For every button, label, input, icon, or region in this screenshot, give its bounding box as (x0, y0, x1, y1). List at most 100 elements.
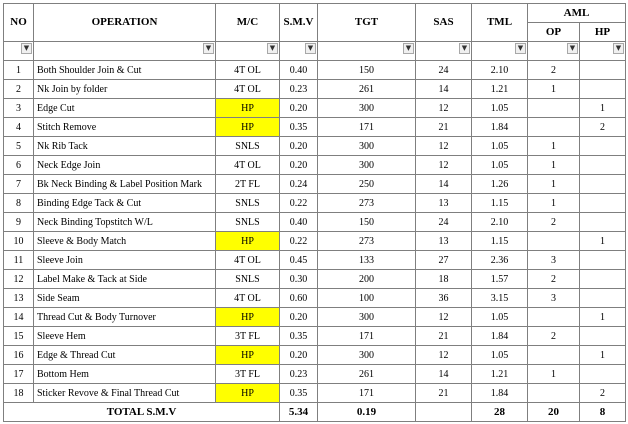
cell-operation[interactable]: Both Shoulder Join & Cut (33, 60, 216, 80)
col-header-op[interactable]: OP (527, 22, 580, 42)
cell-smv[interactable]: 0.20 (279, 307, 318, 327)
cell-operation[interactable]: Label Make & Tack at Side (33, 269, 216, 289)
cell-op[interactable]: 1 (527, 155, 580, 175)
cell-tgt[interactable]: 100 (317, 288, 416, 308)
col-header-hp[interactable]: HP (579, 22, 626, 42)
cell-tml[interactable]: 1.57 (471, 269, 528, 289)
cell-op[interactable]: 1 (527, 136, 580, 156)
cell-sas[interactable]: 12 (415, 345, 472, 365)
cell-operation[interactable]: Nk Join by folder (33, 79, 216, 99)
cell-no[interactable]: 4 (3, 117, 34, 137)
cell-smv[interactable]: 0.40 (279, 60, 318, 80)
cell-operation[interactable]: Thread Cut & Body Turnover (33, 307, 216, 327)
cell-tml[interactable]: 1.21 (471, 364, 528, 384)
dropdown-arrow-icon[interactable]: ▼ (203, 43, 214, 54)
dropdown-arrow-icon[interactable]: ▼ (267, 43, 278, 54)
dropdown-arrow-icon[interactable]: ▼ (567, 43, 578, 54)
cell-mc[interactable]: HP (215, 231, 280, 251)
cell-no[interactable]: 10 (3, 231, 34, 251)
cell-hp[interactable] (579, 250, 626, 270)
cell-tml[interactable]: 1.05 (471, 155, 528, 175)
cell-smv[interactable]: 0.22 (279, 231, 318, 251)
cell-hp[interactable] (579, 326, 626, 346)
cell-op[interactable] (527, 307, 580, 327)
cell-smv[interactable]: 0.20 (279, 155, 318, 175)
cell-hp[interactable] (579, 79, 626, 99)
cell-no[interactable]: 5 (3, 136, 34, 156)
total-tml[interactable]: 28 (471, 402, 528, 422)
cell-operation[interactable]: Sticker Revove & Final Thread Cut (33, 383, 216, 403)
cell-hp[interactable] (579, 212, 626, 232)
cell-hp[interactable] (579, 193, 626, 213)
cell-smv[interactable]: 0.35 (279, 117, 318, 137)
cell-hp[interactable] (579, 288, 626, 308)
cell-sas[interactable]: 27 (415, 250, 472, 270)
cell-no[interactable]: 9 (3, 212, 34, 232)
cell-tgt[interactable]: 133 (317, 250, 416, 270)
cell-tml[interactable]: 1.05 (471, 136, 528, 156)
cell-op[interactable]: 3 (527, 288, 580, 308)
cell-operation[interactable]: Bottom Hem (33, 364, 216, 384)
cell-hp[interactable] (579, 269, 626, 289)
cell-sas[interactable]: 21 (415, 383, 472, 403)
cell-no[interactable]: 7 (3, 174, 34, 194)
cell-tgt[interactable]: 200 (317, 269, 416, 289)
cell-tgt[interactable]: 300 (317, 136, 416, 156)
col-header-mc[interactable]: M/C (215, 3, 280, 42)
cell-tgt[interactable]: 273 (317, 231, 416, 251)
dropdown-arrow-icon[interactable]: ▼ (459, 43, 470, 54)
cell-mc[interactable]: 3T FL (215, 326, 280, 346)
cell-mc[interactable]: HP (215, 383, 280, 403)
total-smv[interactable]: 5.34 (279, 402, 318, 422)
cell-operation[interactable]: Sleeve Hem (33, 326, 216, 346)
cell-sas[interactable]: 24 (415, 212, 472, 232)
cell-tml[interactable]: 2.36 (471, 250, 528, 270)
cell-smv[interactable]: 0.23 (279, 364, 318, 384)
cell-mc[interactable]: SNLS (215, 193, 280, 213)
dropdown-arrow-icon[interactable]: ▼ (305, 43, 316, 54)
cell-sas[interactable]: 12 (415, 98, 472, 118)
cell-smv[interactable]: 0.45 (279, 250, 318, 270)
cell-mc[interactable]: SNLS (215, 136, 280, 156)
cell-hp[interactable]: 1 (579, 307, 626, 327)
cell-hp[interactable]: 2 (579, 117, 626, 137)
cell-tml[interactable]: 1.15 (471, 231, 528, 251)
cell-operation[interactable]: Side Seam (33, 288, 216, 308)
dropdown-arrow-icon[interactable]: ▼ (515, 43, 526, 54)
cell-op[interactable]: 1 (527, 79, 580, 99)
cell-mc[interactable]: 4T OL (215, 288, 280, 308)
cell-smv[interactable]: 0.20 (279, 345, 318, 365)
cell-no[interactable]: 16 (3, 345, 34, 365)
cell-op[interactable]: 1 (527, 174, 580, 194)
cell-mc[interactable]: SNLS (215, 212, 280, 232)
cell-no[interactable]: 3 (3, 98, 34, 118)
cell-operation[interactable]: Nk Rib Tack (33, 136, 216, 156)
cell-mc[interactable]: 4T OL (215, 155, 280, 175)
total-sas[interactable] (415, 402, 472, 422)
cell-smv[interactable]: 0.35 (279, 326, 318, 346)
cell-mc[interactable]: 4T OL (215, 250, 280, 270)
cell-no[interactable]: 12 (3, 269, 34, 289)
cell-hp[interactable] (579, 155, 626, 175)
cell-mc[interactable]: SNLS (215, 269, 280, 289)
cell-op[interactable] (527, 231, 580, 251)
col-header-sas[interactable]: SAS (415, 3, 472, 42)
cell-sas[interactable]: 12 (415, 136, 472, 156)
cell-sas[interactable]: 18 (415, 269, 472, 289)
cell-smv[interactable]: 0.20 (279, 98, 318, 118)
cell-smv[interactable]: 0.20 (279, 136, 318, 156)
cell-operation[interactable]: Neck Edge Join (33, 155, 216, 175)
cell-op[interactable]: 3 (527, 250, 580, 270)
cell-hp[interactable] (579, 136, 626, 156)
cell-tml[interactable]: 1.26 (471, 174, 528, 194)
cell-tgt[interactable]: 300 (317, 98, 416, 118)
cell-tgt[interactable]: 273 (317, 193, 416, 213)
cell-sas[interactable]: 21 (415, 117, 472, 137)
cell-smv[interactable]: 0.24 (279, 174, 318, 194)
cell-smv[interactable]: 0.22 (279, 193, 318, 213)
cell-no[interactable]: 14 (3, 307, 34, 327)
col-header-tgt[interactable]: TGT (317, 3, 416, 42)
cell-no[interactable]: 15 (3, 326, 34, 346)
cell-sas[interactable]: 36 (415, 288, 472, 308)
cell-hp[interactable]: 1 (579, 231, 626, 251)
